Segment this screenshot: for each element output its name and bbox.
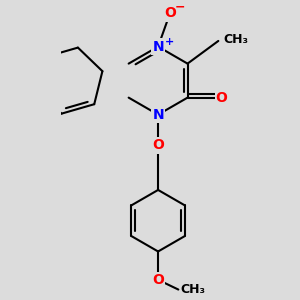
Text: N: N	[152, 40, 164, 54]
Text: CH₃: CH₃	[223, 33, 248, 46]
Text: O: O	[152, 138, 164, 152]
Text: O: O	[164, 6, 176, 20]
Text: O: O	[152, 273, 164, 287]
Text: N: N	[152, 108, 164, 122]
Text: +: +	[165, 37, 174, 47]
Text: −: −	[175, 0, 185, 14]
Text: CH₃: CH₃	[181, 283, 206, 296]
Text: O: O	[216, 91, 227, 105]
